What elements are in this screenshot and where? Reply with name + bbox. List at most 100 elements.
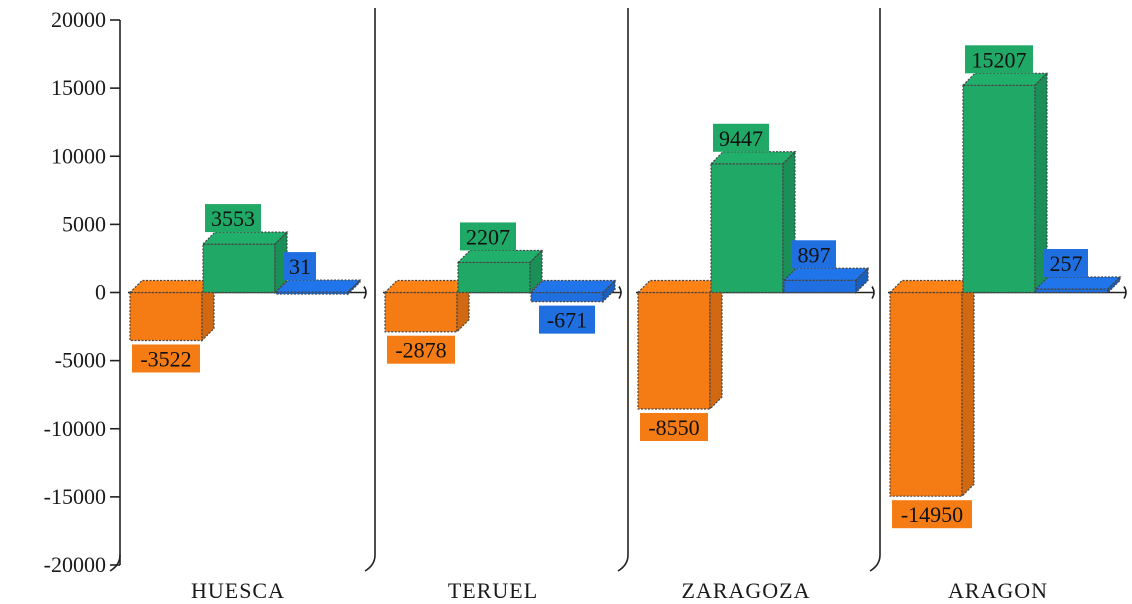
y-tick-label: -15000 bbox=[44, 484, 106, 509]
bar bbox=[1034, 275, 1122, 294]
y-tick-label: -5000 bbox=[55, 348, 106, 373]
bar-front bbox=[457, 261, 531, 294]
bar-side bbox=[347, 278, 361, 296]
bar bbox=[529, 279, 617, 304]
bar-front bbox=[710, 163, 784, 294]
baseline-break bbox=[363, 286, 367, 299]
data-label: -671 bbox=[539, 305, 595, 334]
data-label: 31 bbox=[284, 252, 316, 281]
data-label-text: 2207 bbox=[466, 224, 510, 249]
data-label: 257 bbox=[1044, 248, 1088, 277]
bar bbox=[383, 279, 471, 334]
bar-top bbox=[782, 267, 870, 281]
data-label: 15207 bbox=[965, 45, 1033, 74]
data-label-bg bbox=[539, 305, 595, 334]
data-label: -2878 bbox=[387, 335, 455, 364]
bar bbox=[636, 279, 724, 411]
bar-side bbox=[855, 266, 869, 294]
bar bbox=[201, 230, 289, 294]
group-separator bbox=[364, 8, 376, 572]
bar-top bbox=[529, 279, 617, 294]
data-label: 2207 bbox=[460, 222, 516, 251]
data-label-text: -3522 bbox=[140, 346, 191, 371]
bar-side bbox=[709, 279, 723, 411]
data-label-bg bbox=[892, 500, 972, 529]
baseline-break bbox=[1123, 286, 1127, 299]
data-label: -8550 bbox=[640, 412, 708, 441]
data-label-bg bbox=[460, 222, 516, 251]
bar-top bbox=[274, 279, 362, 293]
category-label: ZARAGOZA bbox=[682, 578, 811, 603]
data-label-text: 257 bbox=[1050, 251, 1083, 276]
bars bbox=[128, 71, 1122, 498]
bar bbox=[274, 278, 362, 296]
y-tick-label: -10000 bbox=[44, 416, 106, 441]
y-tick-label: 0 bbox=[95, 280, 106, 305]
bar-side bbox=[602, 279, 616, 304]
bar-top bbox=[1034, 276, 1122, 290]
bar bbox=[709, 150, 797, 294]
data-label-text: -2878 bbox=[395, 338, 446, 363]
bar-top bbox=[383, 279, 471, 294]
data-label-text: -14950 bbox=[901, 502, 963, 527]
y-tick-label: 10000 bbox=[51, 143, 106, 168]
bar-front bbox=[530, 291, 604, 303]
data-label: 3553 bbox=[205, 204, 261, 233]
bar bbox=[128, 279, 216, 342]
category-label: ARAGON bbox=[948, 578, 1048, 603]
bar-top bbox=[201, 231, 289, 245]
y-tick-label: 20000 bbox=[51, 7, 106, 32]
baseline-break bbox=[618, 286, 622, 299]
bar bbox=[782, 266, 870, 294]
data-label-bg bbox=[284, 252, 316, 281]
data-label-text: 9447 bbox=[719, 126, 763, 151]
bar-top bbox=[456, 249, 544, 264]
bar-front bbox=[202, 243, 276, 294]
bar-top bbox=[888, 279, 976, 294]
bar-side bbox=[961, 279, 975, 498]
bar-top bbox=[128, 279, 216, 294]
data-label-text: 31 bbox=[289, 254, 311, 279]
data-label-bg bbox=[792, 240, 836, 269]
bar-top bbox=[709, 151, 797, 165]
bar bbox=[888, 279, 976, 498]
data-label-bg bbox=[132, 344, 200, 373]
labels: HUESCA TERUEL ZARAGOZA ARAGON -3522 -2878 -855… bbox=[132, 45, 1088, 603]
data-label: -3522 bbox=[132, 344, 200, 373]
data-label: -14950 bbox=[892, 500, 972, 529]
data-label: 9447 bbox=[713, 123, 769, 152]
category-label: TERUEL bbox=[448, 578, 538, 603]
category-label: HUESCA bbox=[191, 578, 285, 603]
bar-front bbox=[783, 279, 857, 294]
group-separator bbox=[869, 8, 881, 572]
data-label: 897 bbox=[792, 240, 836, 269]
data-label-bg bbox=[387, 335, 455, 364]
data-label-text: -8550 bbox=[648, 415, 699, 440]
bar-side bbox=[529, 248, 543, 294]
data-label-text: 3553 bbox=[211, 206, 255, 231]
data-label-bg bbox=[965, 45, 1033, 74]
data-label-bg bbox=[640, 412, 708, 441]
data-label-bg bbox=[1044, 248, 1088, 277]
y-axis-foot bbox=[109, 554, 121, 572]
bar-front bbox=[129, 291, 203, 342]
bar-front bbox=[962, 84, 1036, 294]
data-label-text: 15207 bbox=[972, 47, 1027, 72]
bar-top bbox=[636, 279, 724, 294]
bar-front bbox=[637, 291, 711, 410]
data-label-bg bbox=[205, 204, 261, 233]
bar bbox=[961, 71, 1049, 294]
data-label-bg bbox=[713, 123, 769, 152]
bar-front bbox=[384, 291, 458, 333]
bar bbox=[456, 248, 544, 294]
y-tick-label: 5000 bbox=[62, 211, 106, 236]
bar-front bbox=[889, 291, 963, 497]
data-label-text: -671 bbox=[547, 308, 587, 333]
bar-side bbox=[1107, 275, 1121, 294]
y-tick-label: 15000 bbox=[51, 75, 106, 100]
bar-top bbox=[961, 72, 1049, 86]
baseline-break bbox=[871, 286, 875, 299]
y-tick-label: -20000 bbox=[44, 552, 106, 577]
data-label-text: 897 bbox=[798, 242, 831, 267]
